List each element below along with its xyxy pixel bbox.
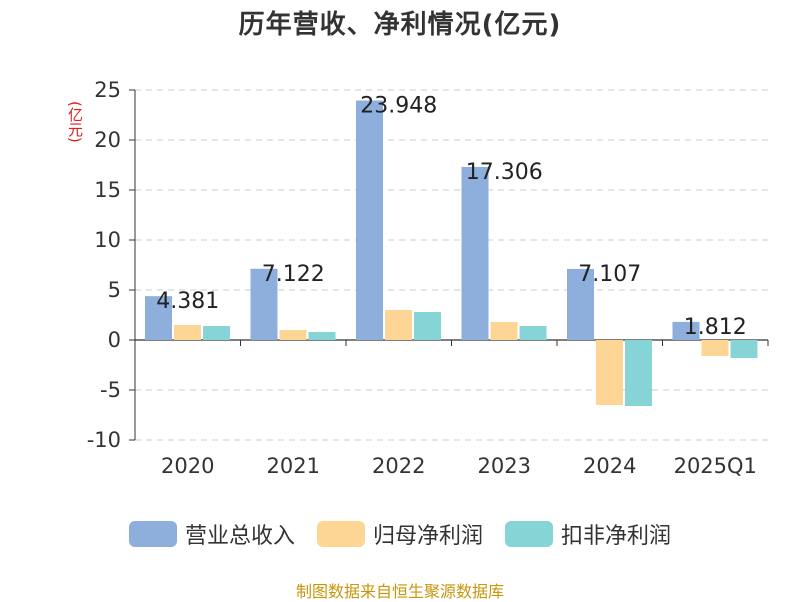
legend-swatch-revenue	[128, 521, 177, 547]
y-tick-label: 0	[108, 328, 121, 352]
data-label: 7.122	[262, 262, 325, 287]
bar-deducted_profit	[308, 332, 336, 340]
y-tick-label: 20	[94, 128, 121, 152]
legend-item-deducted-profit[interactable]: 扣非净利润	[505, 518, 671, 550]
x-tick-label: 2023	[478, 454, 531, 478]
data-label: 17.306	[466, 160, 543, 185]
legend-swatch-deducted-profit	[505, 521, 553, 547]
bar-revenue	[250, 268, 278, 340]
bar-net_profit	[174, 325, 201, 340]
legend-swatch-net-profit	[316, 521, 365, 547]
legend-label: 扣非净利润	[561, 524, 672, 549]
y-tick-label: 10	[94, 228, 121, 252]
bar-deducted_profit	[730, 340, 758, 358]
chart-title: 历年营收、净利情况(亿元)	[238, 10, 562, 40]
bar-net_profit	[385, 310, 412, 340]
data-label: 4.381	[156, 289, 219, 314]
bar-revenue	[356, 100, 383, 341]
legend: 营业总收入 归母净利润 扣非净利润	[0, 518, 800, 550]
bar-revenue	[461, 166, 489, 340]
x-tick-label: 2021	[267, 454, 320, 478]
x-tick-label: 2024	[583, 454, 636, 478]
x-tick-label: 2022	[372, 454, 425, 478]
legend-label: 营业总收入	[184, 524, 295, 549]
bar-net_profit	[490, 322, 518, 340]
legend-item-net-profit[interactable]: 归母净利润	[316, 518, 483, 550]
legend-item-revenue[interactable]: 营业总收入	[128, 518, 295, 550]
x-tick-label: 2025Q1	[674, 454, 757, 478]
bar-revenue	[567, 268, 594, 340]
y-tick-label: -10	[87, 428, 121, 452]
y-tick-label: 5	[108, 278, 121, 302]
bar-deducted_profit	[414, 312, 441, 340]
y-tick-label: 25	[94, 78, 121, 102]
bar-net_profit	[279, 330, 307, 340]
data-label: 1.812	[684, 315, 747, 340]
bar-deducted_profit	[519, 326, 547, 340]
unit-label: (亿元)	[66, 101, 84, 143]
legend-label: 归母净利润	[372, 524, 483, 549]
bar-revenue	[672, 321, 700, 340]
bar-net_profit	[701, 340, 729, 356]
data-label: 23.948	[360, 94, 437, 119]
bar-net_profit	[596, 340, 623, 405]
y-tick-label: -5	[100, 378, 121, 402]
y-tick-label: 15	[94, 178, 121, 202]
bar-revenue	[145, 296, 172, 340]
bar-deducted_profit	[625, 340, 652, 406]
x-tick-label: 2020	[161, 454, 214, 478]
bar-deducted_profit	[203, 326, 230, 340]
data-label: 7.107	[578, 262, 641, 287]
source-note: 制图数据来自恒生聚源数据库	[295, 582, 504, 601]
